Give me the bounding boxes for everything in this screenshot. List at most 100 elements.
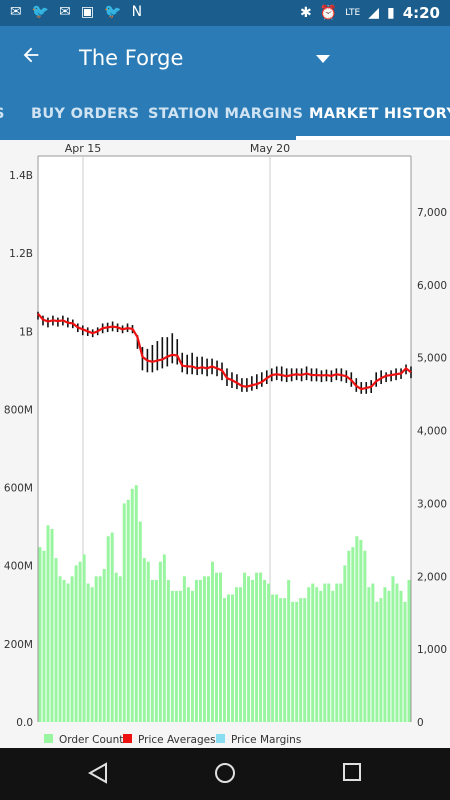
order-count-bar [94,576,98,722]
gmail-icon: ✉ [10,4,22,20]
order-count-bar [206,576,210,722]
order-count-bar [267,583,271,722]
tab-sell-orders[interactable]: S [0,106,5,122]
order-count-bar [166,579,170,722]
order-count-bar [239,587,243,722]
order-count-bar [82,554,86,722]
order-count-bar [299,598,303,722]
order-count-bar [78,561,82,722]
order-count-bar [182,576,186,722]
order-count-bar [38,547,42,722]
order-count-bar [126,499,130,722]
order-count-bar [174,590,178,722]
order-count-bar [395,583,399,722]
order-count-bar [363,550,367,722]
tab-buy-orders[interactable]: BUY ORDERS [31,106,140,122]
order-count-bar [150,579,154,722]
left-axis-label: 1.4B [9,170,33,182]
price-averages-line [37,312,412,391]
x-tick-label: May 20 [250,142,290,155]
order-count-bar [178,590,182,722]
order-count-bar [170,590,174,722]
legend-swatch-price-margins [216,734,225,743]
active-tab-indicator [296,136,450,140]
order-count-bar [106,536,110,722]
right-axis-label: 5,000 [417,353,447,365]
market-history-chart[interactable]: Apr 15 May 20 0.0 200M 400M 600M 800M 1B 1.2B 1… [0,140,450,748]
order-count-bar [227,594,231,722]
right-axis-labels: 0 1,000 2,000 3,000 4,000 5,000 6,000 7,000 [417,207,447,729]
order-count-bar [323,583,327,722]
battery-icon: ▮ [386,5,395,21]
order-count-bar [130,488,134,722]
order-count-bar [327,583,331,722]
right-axis-label: 1,000 [417,644,447,656]
left-axis-label: 1B [19,326,33,338]
order-count-bar [355,536,359,722]
order-count-bar [231,594,235,722]
order-count-bar [122,503,126,722]
order-count-bar [339,583,343,722]
status-time: 4:20 [402,4,440,22]
order-count-bar [351,547,355,722]
order-count-bar [198,579,202,722]
order-count-bar [218,572,222,722]
nav-home-button[interactable] [214,762,236,788]
notification-icons: ✉ 🐦 ✉ ▣ 🐦 N [10,4,142,20]
order-count-bar [74,565,78,722]
image-icon: ▣ [80,4,95,20]
order-count-bar [379,598,383,722]
order-count-bar [295,601,299,722]
recents-square-icon [343,763,361,781]
order-count-bar [90,587,94,722]
order-count-bar [66,583,70,722]
app-bar: The Forge [0,26,450,90]
order-count-bar [202,576,206,722]
arrow-left-icon [23,47,39,63]
tab-station-margins[interactable]: STATION MARGINS [148,106,304,122]
order-count-bar [279,598,283,722]
order-count-bar [114,572,118,722]
left-axis-label: 400M [4,561,33,573]
station-dropdown[interactable] [316,48,330,67]
network-label: LTE [345,8,361,18]
signal-icon: ◢ [368,5,379,21]
order-count-bar [283,598,287,722]
order-count-bar [331,590,335,722]
order-count-bar [315,587,319,722]
order-count-bar [247,576,251,722]
order-count-bar [243,572,247,722]
order-count-bar [186,587,190,722]
left-axis-label: 600M [4,483,33,495]
order-count-bar [263,579,267,722]
tab-market-history[interactable]: MARKET HISTORY [309,106,450,122]
chart-canvas[interactable]: Apr 15 May 20 0.0 200M 400M 600M 800M 1B 1.2B 1… [0,140,450,748]
order-count-bar [154,579,158,722]
tab-bar: S BUY ORDERS STATION MARGINS MARKET HIST… [0,90,450,140]
order-count-bar [86,583,90,722]
order-count-bar [335,583,339,722]
order-count-bar [343,565,347,722]
twitter-icon: 🐦 [104,4,122,20]
order-count-bar [214,572,218,722]
left-axis-label: 200M [4,639,33,651]
left-axis-label: 1.2B [9,248,33,260]
station-title[interactable]: The Forge [79,46,184,70]
back-button[interactable] [20,44,42,70]
order-count-bar [42,550,46,722]
right-axis-label: 7,000 [417,207,447,219]
order-count-bar [138,521,142,722]
nav-back-button[interactable] [87,762,108,788]
x-tick-label: Apr 15 [65,142,102,155]
order-count-bar [70,576,74,722]
left-axis-labels: 0.0 200M 400M 600M 800M 1B 1.2B 1.4B [4,170,33,729]
order-count-bar [271,594,275,722]
order-count-bar [383,587,387,722]
order-count-bar [162,554,166,722]
nav-recents-button[interactable] [342,762,362,786]
home-circle-icon [215,763,235,783]
order-count-bar [62,579,66,722]
order-count-bar [98,576,102,722]
right-axis-label: 0 [417,717,424,729]
order-count-bar [58,576,62,722]
